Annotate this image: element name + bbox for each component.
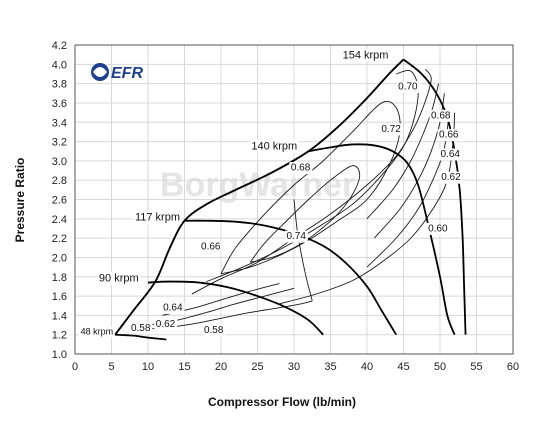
speed-label-140: 140 krpm <box>251 140 297 152</box>
speed-line-48-krpm <box>115 333 167 341</box>
x-tick-label: 20 <box>215 361 227 373</box>
x-tick-label: 40 <box>361 361 373 373</box>
x-tick-label: 50 <box>434 361 446 373</box>
efficiency-label-0.64: 0.64 <box>440 149 460 160</box>
speed-label-48-bg <box>79 326 115 338</box>
efficiency-label-0.68-bg <box>289 162 313 175</box>
speed-line-90-krpm <box>147 280 324 336</box>
efficiency-label-0.68: 0.68 <box>431 110 451 121</box>
y-tick-label: 3.0 <box>52 156 67 168</box>
y-tick-label: 1.8 <box>52 272 67 284</box>
plot-frame <box>74 44 514 355</box>
efficiency-label-0.62-bg <box>439 171 463 184</box>
efficiency-label-0.58-bg <box>129 322 153 335</box>
efficiency-label-0.72: 0.72 <box>381 124 401 135</box>
efficiency-label-0.58: 0.58 <box>204 325 224 336</box>
speed-label-154-bg <box>341 49 390 63</box>
speed-label-154: 154 krpm <box>343 50 389 62</box>
efficiency-island-0.74 <box>249 165 361 263</box>
efficiency-island-0.62 <box>366 117 450 268</box>
x-tick-label: 5 <box>108 361 114 373</box>
x-tick-label: 35 <box>324 361 336 373</box>
y-tick-label: 3.6 <box>52 98 67 110</box>
efficiency-label-0.64-bg <box>438 148 462 161</box>
efficiency-label-0.60: 0.60 <box>428 223 448 234</box>
efficiency-label-0.64: 0.64 <box>163 303 183 314</box>
plot-border <box>74 44 514 355</box>
surge-line-path <box>114 58 405 336</box>
efficiency-label-0.66-bg <box>437 129 461 142</box>
efficiency-label-0.64-bg <box>161 302 185 315</box>
efficiency-label-0.66-bg <box>199 241 223 254</box>
speed-label-90-bg <box>97 272 141 286</box>
efficiency-label-0.68-bg <box>429 109 453 122</box>
efficiency-label-0.62-bg <box>154 318 178 331</box>
chart-labels: 48 krpm 90 krpm 117 krpm 140 krpm 154 krpm 0.… <box>79 49 463 338</box>
y-tick-label: 1.4 <box>52 310 67 322</box>
efr-logo: EFR <box>91 63 143 82</box>
efficiency-label-0.70: 0.70 <box>398 81 418 92</box>
y-axis-title: Pressure Ratio <box>13 158 27 243</box>
x-tick-label: 55 <box>470 361 482 373</box>
swirl-highlight <box>93 67 107 77</box>
speed-label-140-bg <box>249 139 299 153</box>
y-tick-label: 3.4 <box>52 117 67 129</box>
y-tick-label: 2.6 <box>52 195 67 207</box>
y-tick-label: 2.8 <box>52 175 67 187</box>
efficiency-island-0.68 <box>191 68 432 295</box>
y-tick-label: 3.2 <box>52 137 67 149</box>
x-tick-label: 0 <box>72 361 78 373</box>
x-axis-title: Compressor Flow (lb/min) <box>208 395 356 409</box>
y-tick-label: 2.4 <box>52 214 67 226</box>
efficiency-label-0.74-bg <box>284 230 308 243</box>
y-tick-label: 1.0 <box>52 349 67 361</box>
efficiency-label-0.72-bg <box>379 123 403 136</box>
efficiency-label-0.58-bg <box>202 324 226 337</box>
efficiency-label-0.58: 0.58 <box>131 323 151 334</box>
y-tick-label: 3.8 <box>52 79 67 91</box>
x-tick-label: 10 <box>142 361 154 373</box>
efficiency-label-0.62: 0.62 <box>156 319 176 330</box>
efficiency-label-0.62: 0.62 <box>441 172 461 183</box>
surge-line <box>114 58 405 336</box>
y-tick-label: 2.0 <box>52 252 67 264</box>
x-tick-label: 45 <box>397 361 409 373</box>
speed-label-117-bg <box>133 211 182 225</box>
y-tick-label: 1.2 <box>52 330 67 342</box>
speed-line-117-krpm <box>184 219 397 336</box>
efr-logo-text: EFR <box>111 65 143 82</box>
speed-label-90: 90 krpm <box>99 273 139 285</box>
efficiency-label-0.74: 0.74 <box>286 231 306 242</box>
x-tick-label: 30 <box>288 361 300 373</box>
efficiency-label-0.66: 0.66 <box>439 130 459 141</box>
x-tick-label: 25 <box>251 361 263 373</box>
y-tick-label: 4.0 <box>52 59 67 71</box>
y-tick-label: 1.6 <box>52 291 67 303</box>
efficiency-label-0.70-bg <box>396 80 420 93</box>
efficiency-island-0.58 <box>293 199 313 302</box>
y-tick-label: 4.2 <box>52 40 67 52</box>
speed-line-140-krpm <box>308 143 456 336</box>
x-tick-label: 15 <box>178 361 190 373</box>
x-tick-label: 60 <box>507 361 519 373</box>
efficiency-label-0.60-bg <box>426 222 450 235</box>
y-tick-label: 2.2 <box>52 233 67 245</box>
axis-ticks: 0 5 10 15 20 25 30 35 40 45 50 55 60 1.0 1.2 1.4 1.6 1.8 2… <box>52 40 519 373</box>
efficiency-label-0.68: 0.68 <box>291 163 311 174</box>
efficiency-label-0.66: 0.66 <box>201 242 221 253</box>
speed-label-117: 117 krpm <box>135 212 180 224</box>
efficiency-island-0.66 <box>366 83 439 220</box>
speed-label-48: 48 krpm <box>81 327 114 337</box>
